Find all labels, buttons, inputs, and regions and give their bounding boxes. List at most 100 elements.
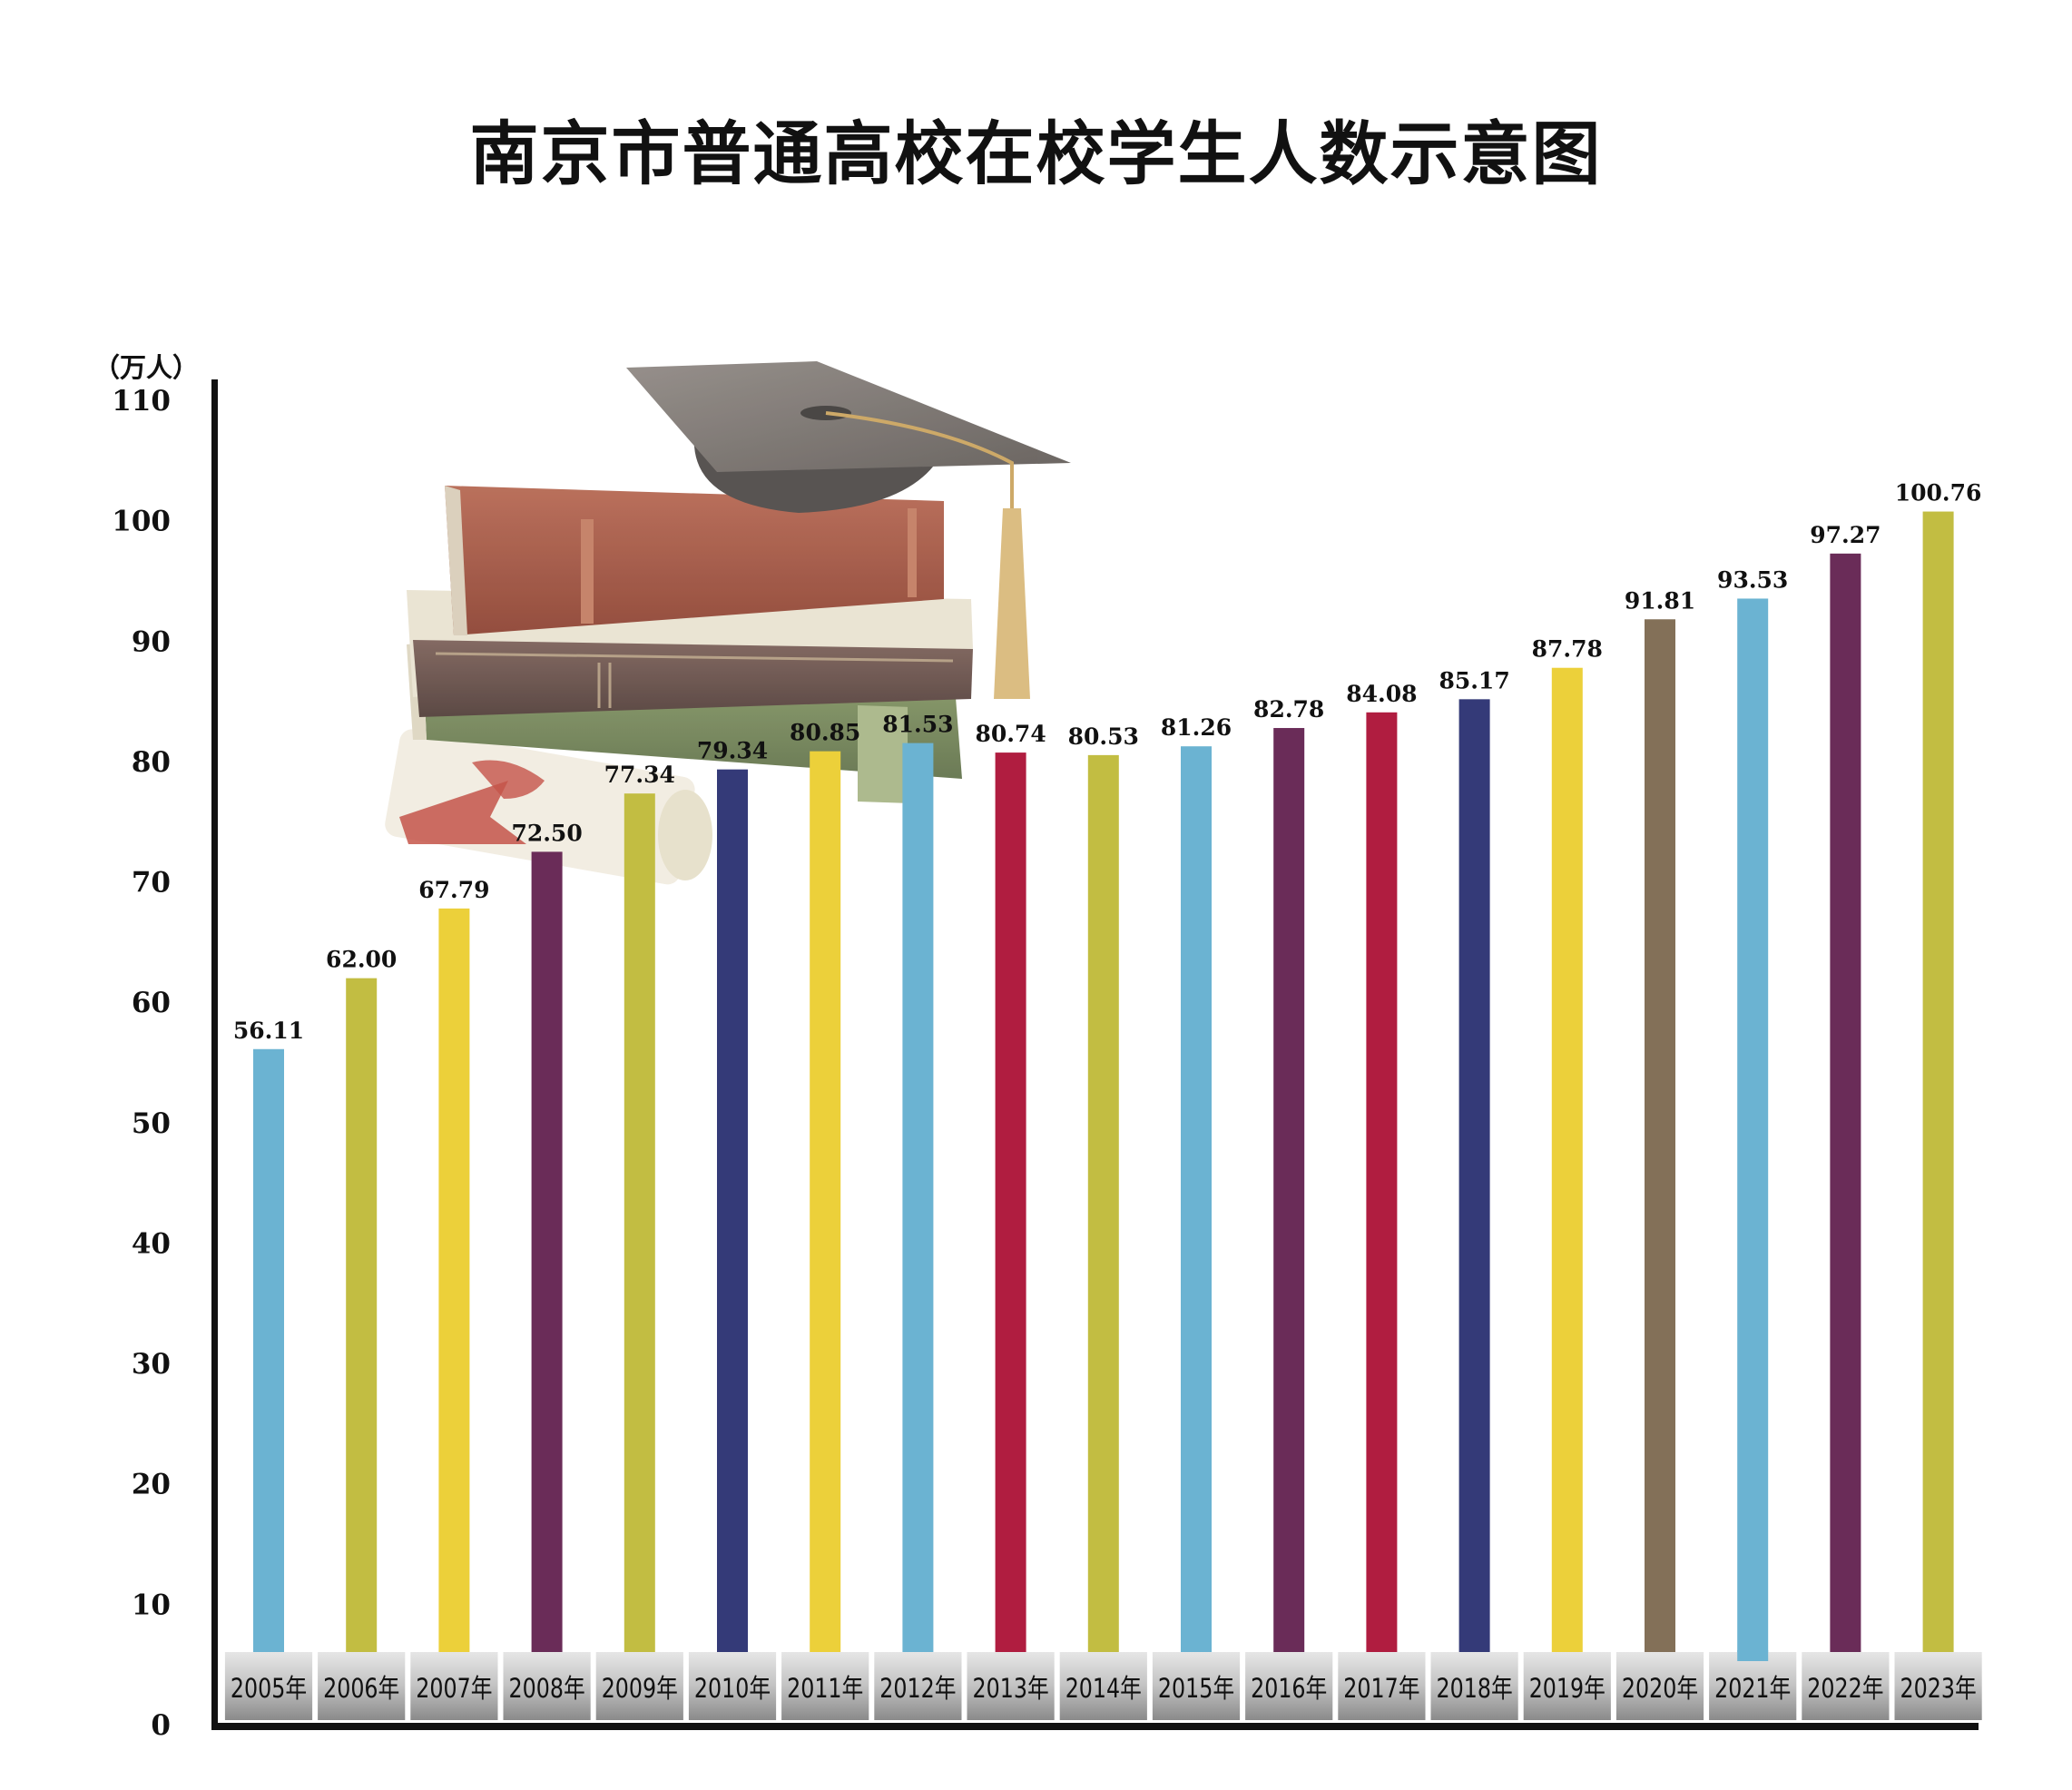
bar [624,793,655,1652]
value-labels: 56.11 62.00 67.79 72.50 77.34 79.34 80.85 81.53… [233,480,1982,1044]
y-tick-label: 50 [132,1107,171,1140]
y-tick-label: 0 [151,1709,171,1742]
x-tick-tab [1802,1652,1890,1720]
data-label: 67.79 [418,877,489,903]
graduation-cap-books-icon [385,361,1071,885]
y-axis-line [211,379,218,1728]
x-tick-label: 2005年 [231,1673,307,1704]
graduation-cap-icon [626,361,1071,699]
y-tick-label: 60 [132,987,171,1019]
data-label: 81.26 [1161,714,1232,741]
x-tick-label: 2009年 [602,1673,678,1704]
y-tick-label: 20 [132,1469,171,1501]
x-tick-label: 2014年 [1065,1673,1142,1704]
data-label: 84.08 [1346,681,1417,707]
x-tick-tab [1152,1652,1241,1720]
x-tick-label: 2023年 [1900,1673,1977,1704]
x-tick-label: 2016年 [1251,1673,1327,1704]
x-tick-tab [1523,1652,1611,1720]
x-axis-line [211,1723,1979,1730]
data-label: 80.74 [975,721,1046,747]
bar [1645,619,1675,1652]
x-tick-label: 2015年 [1158,1673,1234,1704]
data-label: 97.27 [1810,522,1881,548]
bar [253,1048,284,1652]
diploma-scroll-icon [385,729,712,885]
x-tick-tab [1709,1652,1797,1720]
data-label: 80.85 [790,720,860,746]
x-tick-label: 2006年 [323,1673,399,1704]
x-tick-tab [1615,1652,1704,1720]
x-tick-label: 2008年 [509,1673,585,1704]
x-tick-tab [318,1652,406,1720]
data-label: 81.53 [882,712,953,738]
x-tick-label: 2018年 [1437,1673,1513,1704]
x-tick-tab [1430,1652,1518,1720]
data-label: 85.17 [1439,667,1509,693]
x-tick-tab [224,1652,313,1720]
y-axis-unit-label: （万人） [93,352,199,383]
y-tick-label: 40 [132,1227,171,1260]
bar [810,751,841,1652]
bar [1830,553,1861,1652]
data-label: 77.34 [604,762,675,788]
chart-title: 南京市普通高校在校学生人数示意图 [469,113,1603,194]
data-label: 93.53 [1717,566,1788,593]
bar [1737,598,1769,1661]
x-tick-tab [503,1652,591,1720]
data-label: 56.11 [233,1018,304,1044]
book-red-icon [445,486,944,635]
y-tick-label: 10 [132,1588,171,1621]
bar [1922,511,1954,1652]
x-tick-label: 2020年 [1622,1673,1698,1704]
x-tick-tab [1894,1652,1982,1720]
x-tick-label: 2010年 [694,1673,771,1704]
data-label: 87.78 [1532,636,1603,663]
bar [346,978,378,1652]
y-tick-label: 110 [112,385,171,418]
x-tick-label: 2021年 [1714,1673,1791,1704]
x-tick-label: 2017年 [1343,1673,1419,1704]
y-tick-label: 30 [132,1348,171,1381]
x-tick-label: 2013年 [973,1673,1049,1704]
y-tick-label: 90 [132,625,171,658]
x-tick-tab [410,1652,498,1720]
data-label: 80.53 [1068,723,1139,750]
x-tick-label: 2012年 [879,1673,956,1704]
bar [1366,712,1398,1652]
bar-overlap [1737,1650,1769,1661]
data-label: 82.78 [1253,696,1324,723]
bar [1273,728,1305,1652]
bar [531,851,563,1652]
x-tick-tab [1059,1652,1147,1720]
bar [1087,754,1119,1652]
x-tick-label: 2007年 [416,1673,492,1704]
y-tick-label: 80 [132,746,171,779]
x-tick-tab [688,1652,777,1720]
bar [902,743,934,1652]
x-tick-tab [1245,1652,1333,1720]
y-tick-label: 70 [132,867,171,900]
x-tick-tab [1338,1652,1426,1720]
bar [995,752,1026,1652]
bar-series [253,511,1954,1661]
x-tick-tab [595,1652,683,1720]
data-label: 79.34 [697,738,768,764]
x-tick-label: 2022年 [1807,1673,1883,1704]
data-label: 91.81 [1625,587,1695,614]
x-tick-label: 2019年 [1529,1673,1606,1704]
data-label: 62.00 [326,947,397,973]
bar [1458,699,1490,1652]
y-axis-ticks: 0 10 20 30 40 50 60 70 80 90 100 110 [112,385,171,1742]
x-tick-tab [967,1652,1055,1720]
data-label: 72.50 [511,820,582,846]
bar [438,908,470,1652]
chart-axes [211,379,1979,1730]
x-tick-tab [874,1652,962,1720]
bar [717,769,748,1652]
x-axis-labels: 2005年 2006年 2007年 2008年 2009年 2010年 2011年 2012年… [224,1650,1982,1720]
x-tick-label: 2011年 [787,1673,863,1704]
data-label: 100.76 [1895,480,1982,507]
x-tick-tab [781,1652,869,1720]
